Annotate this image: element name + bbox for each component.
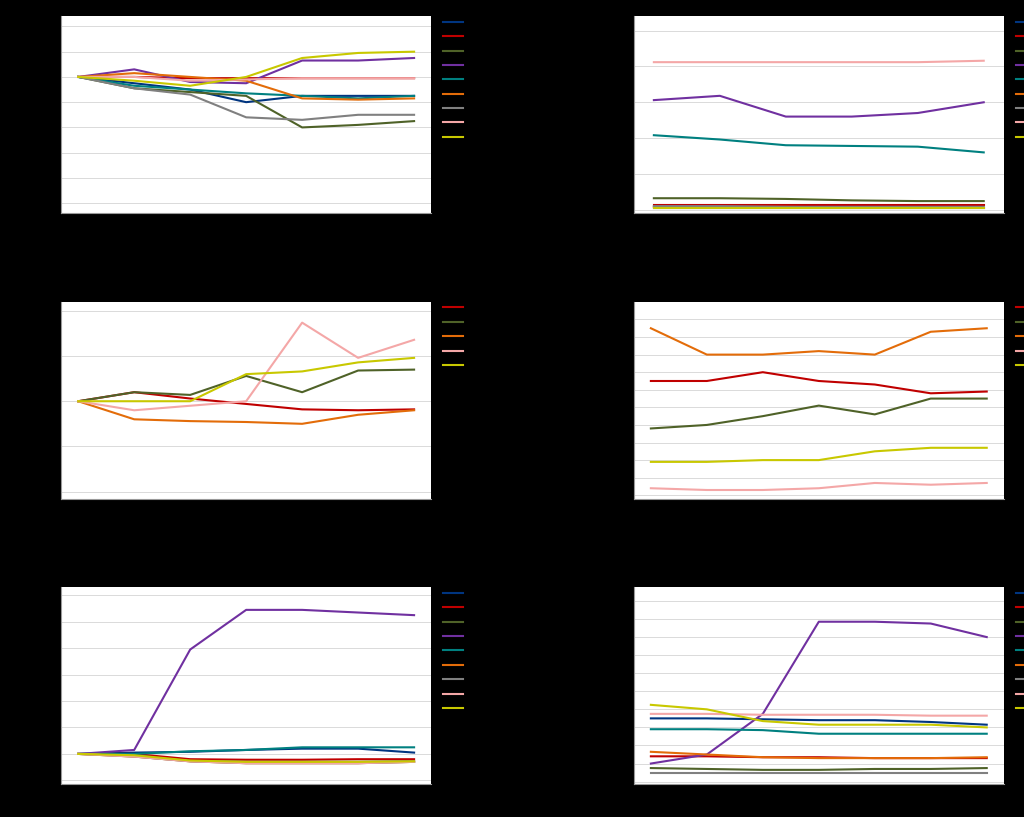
Title: Aandeel delfstoffen: Aandeel delfstoffen [757, 290, 881, 300]
Title: Banen delfstoffen
index 2010=100: Banen delfstoffen index 2010=100 [190, 278, 302, 300]
Legend: Delft, Den Haag, Leidschendam-Voorburg, Midden-Delfland, Pijnacker-Nootdorp, Rij: Delft, Den Haag, Leidschendam-Voorburg, … [443, 17, 586, 142]
Title: Banen agrarische sector
index 2010=100: Banen agrarische sector index 2010=100 [170, 0, 323, 14]
Title: Aandeel industrie: Aandeel industrie [764, 575, 874, 585]
Legend: Delft, Den Haag, Leidschendam-Voorburg, Midden-Delfland, Pijnacker-Nootdorp, Rij: Delft, Den Haag, Leidschendam-Voorburg, … [1016, 588, 1024, 713]
Legend: Den Haag, Leidschendam-Voorburg, Rijswijk, Westland, Zoetermeer: Den Haag, Leidschendam-Voorburg, Rijswij… [1016, 303, 1024, 370]
Legend: Delft, Den Haag, Leidschendam-Voorburg, Midden-Delfland, Pijnacker-Nootdorp, Rij: Delft, Den Haag, Leidschendam-Voorburg, … [1016, 17, 1024, 142]
Title: Aandeel agrarische sector: Aandeel agrarische sector [737, 4, 901, 14]
Legend: Delft, Den Haag, Leidschendam-Voorburg, Midden-Delfland, Pijnacker-Nootdorp, Rij: Delft, Den Haag, Leidschendam-Voorburg, … [443, 588, 586, 713]
Title: Banen industrie
index 2010=100: Banen industrie index 2010=100 [196, 564, 297, 585]
Legend: Den Haag, Leidschendam-Voorburg, Rijswijk, Westland, Zoetermeer: Den Haag, Leidschendam-Voorburg, Rijswij… [443, 303, 586, 370]
